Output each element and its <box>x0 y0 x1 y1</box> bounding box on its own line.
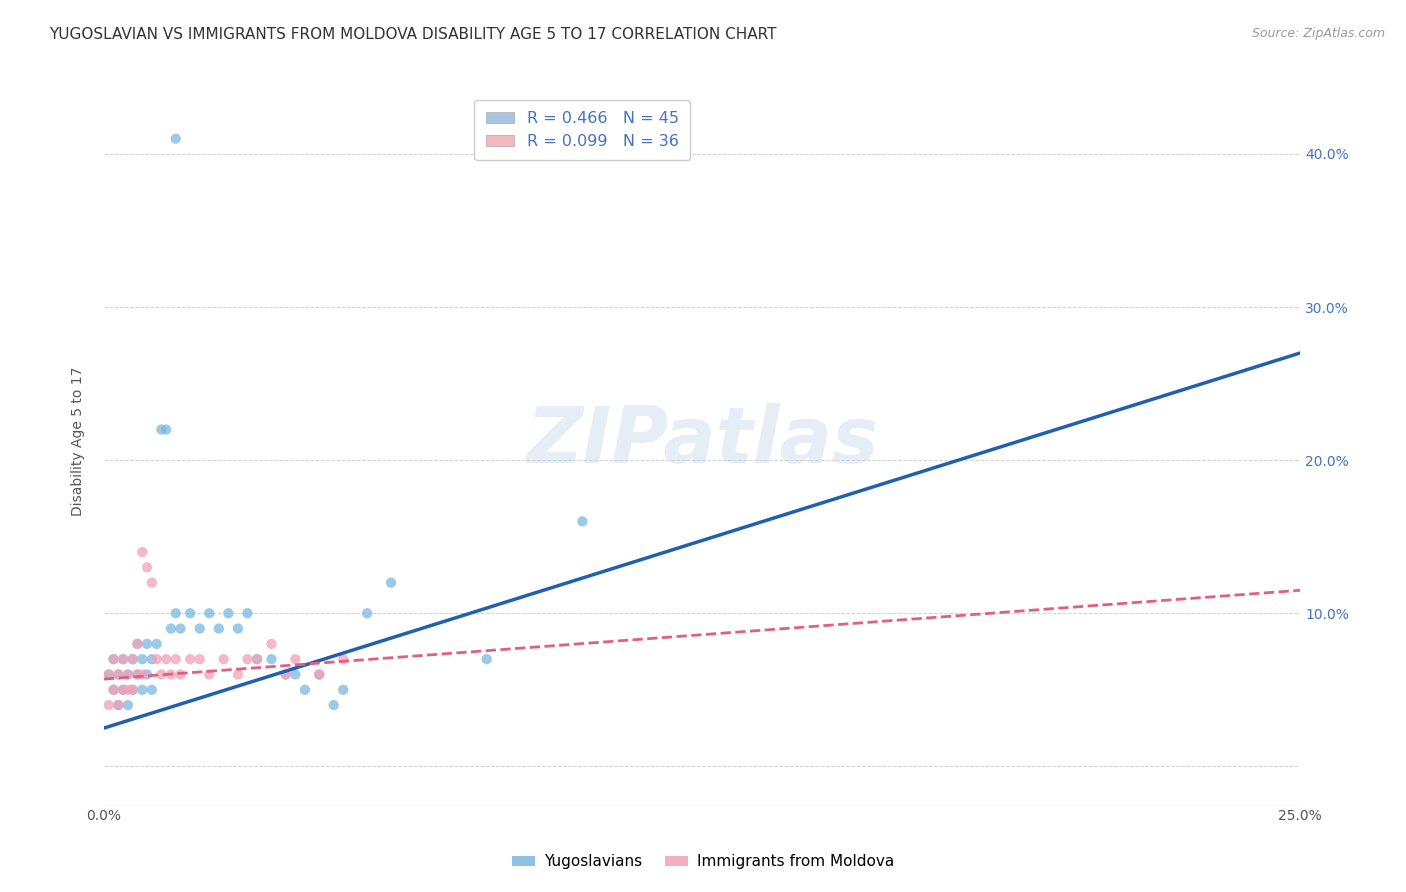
Point <box>112 682 135 697</box>
Point <box>198 607 221 621</box>
Point <box>571 515 593 529</box>
Point <box>260 637 283 651</box>
Point <box>131 652 153 666</box>
Point <box>117 698 139 712</box>
Point <box>322 698 344 712</box>
Point <box>107 698 129 712</box>
Point <box>112 652 135 666</box>
Point <box>308 667 330 681</box>
Point <box>131 667 153 681</box>
Point <box>294 682 316 697</box>
Point <box>155 423 177 437</box>
Point <box>246 652 269 666</box>
Point <box>475 652 498 666</box>
Point <box>150 667 173 681</box>
Point <box>212 652 235 666</box>
Point <box>169 622 191 636</box>
Point <box>136 637 159 651</box>
Point <box>226 622 249 636</box>
Text: Source: ZipAtlas.com: Source: ZipAtlas.com <box>1251 27 1385 40</box>
Point <box>103 652 125 666</box>
Point <box>380 575 402 590</box>
Point <box>103 682 125 697</box>
Legend: Yugoslavians, Immigrants from Moldova: Yugoslavians, Immigrants from Moldova <box>506 848 900 875</box>
Point <box>127 637 149 651</box>
Point <box>121 652 143 666</box>
Point <box>208 622 231 636</box>
Point <box>165 607 187 621</box>
Legend: R = 0.466   N = 45, R = 0.099   N = 36: R = 0.466 N = 45, R = 0.099 N = 36 <box>474 100 690 161</box>
Point <box>141 575 163 590</box>
Point <box>236 652 259 666</box>
Point <box>117 667 139 681</box>
Point <box>260 652 283 666</box>
Point <box>121 682 143 697</box>
Point <box>97 698 120 712</box>
Point <box>165 652 187 666</box>
Point <box>179 652 201 666</box>
Point <box>97 667 120 681</box>
Point <box>226 667 249 681</box>
Point <box>188 652 211 666</box>
Point <box>112 652 135 666</box>
Point <box>284 667 307 681</box>
Point <box>165 131 187 145</box>
Point <box>131 682 153 697</box>
Point <box>274 667 297 681</box>
Point <box>131 545 153 559</box>
Point <box>332 682 354 697</box>
Point <box>136 560 159 574</box>
Point <box>127 667 149 681</box>
Point <box>155 652 177 666</box>
Point <box>246 652 269 666</box>
Point <box>145 637 167 651</box>
Point <box>127 637 149 651</box>
Point <box>117 682 139 697</box>
Point <box>198 667 221 681</box>
Y-axis label: Disability Age 5 to 17: Disability Age 5 to 17 <box>72 367 86 516</box>
Point <box>356 607 378 621</box>
Point <box>97 667 120 681</box>
Point <box>127 667 149 681</box>
Point <box>150 423 173 437</box>
Point <box>107 667 129 681</box>
Point <box>332 652 354 666</box>
Point <box>107 667 129 681</box>
Point <box>188 622 211 636</box>
Point <box>112 682 135 697</box>
Point <box>136 667 159 681</box>
Point <box>145 652 167 666</box>
Text: ZIPatlas: ZIPatlas <box>526 403 879 479</box>
Point <box>308 667 330 681</box>
Point <box>107 698 129 712</box>
Point <box>103 682 125 697</box>
Point <box>179 607 201 621</box>
Point <box>274 667 297 681</box>
Point <box>236 607 259 621</box>
Point <box>141 652 163 666</box>
Point <box>121 652 143 666</box>
Point <box>103 652 125 666</box>
Point <box>284 652 307 666</box>
Point <box>160 622 183 636</box>
Point <box>169 667 191 681</box>
Point <box>217 607 239 621</box>
Point <box>141 682 163 697</box>
Point <box>160 667 183 681</box>
Text: YUGOSLAVIAN VS IMMIGRANTS FROM MOLDOVA DISABILITY AGE 5 TO 17 CORRELATION CHART: YUGOSLAVIAN VS IMMIGRANTS FROM MOLDOVA D… <box>49 27 776 42</box>
Point <box>121 682 143 697</box>
Point <box>117 667 139 681</box>
